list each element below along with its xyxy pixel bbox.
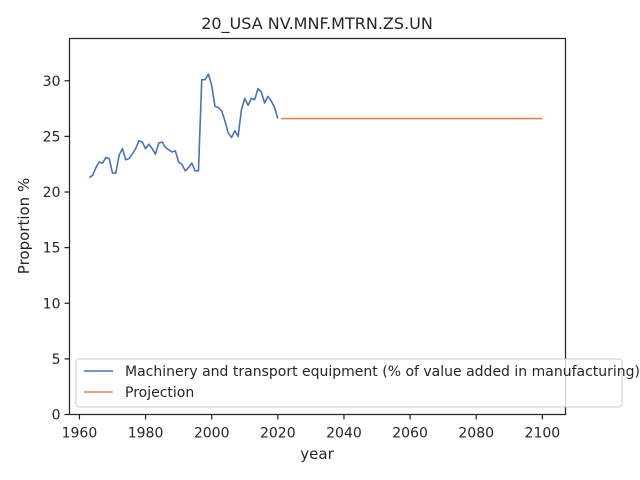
plot-lines — [88, 73, 543, 179]
x-tick-label: 2060 — [392, 426, 428, 442]
y-tick-label: 25 — [43, 129, 61, 145]
y-tick-label: 20 — [43, 185, 61, 201]
y-tick-label: 5 — [52, 352, 61, 368]
x-axis-ticks: 1960 1980 2000 2020 2040 2060 2080 2100 — [62, 414, 561, 442]
legend-box — [75, 358, 623, 408]
legend: Machinery and transport equipment (% of … — [75, 358, 640, 408]
chart-title: 20_USA NV.MNF.MTRN.ZS.UN — [201, 14, 433, 34]
y-tick-label: 0 — [52, 408, 61, 424]
x-tick-label: 1960 — [62, 426, 98, 442]
x-tick-label: 2020 — [260, 426, 296, 442]
legend-label-projection: Projection — [125, 385, 194, 401]
series-line-machinery — [88, 73, 279, 179]
y-axis-title: Proportion % — [15, 178, 33, 274]
y-tick-label: 30 — [43, 74, 61, 90]
plot-frame — [68, 37, 567, 416]
x-tick-label: 2100 — [525, 426, 561, 442]
y-axis-ticks: 0 5 10 15 20 25 30 — [43, 74, 70, 424]
legend-label-machinery: Machinery and transport equipment (% of … — [125, 364, 640, 380]
x-tick-label: 2000 — [194, 426, 230, 442]
x-axis-title: year — [300, 445, 334, 463]
x-tick-label: 2080 — [458, 426, 494, 442]
x-tick-label: 1980 — [128, 426, 164, 442]
x-tick-label: 2040 — [326, 426, 362, 442]
y-tick-label: 15 — [43, 241, 61, 257]
y-tick-label: 10 — [43, 296, 61, 312]
